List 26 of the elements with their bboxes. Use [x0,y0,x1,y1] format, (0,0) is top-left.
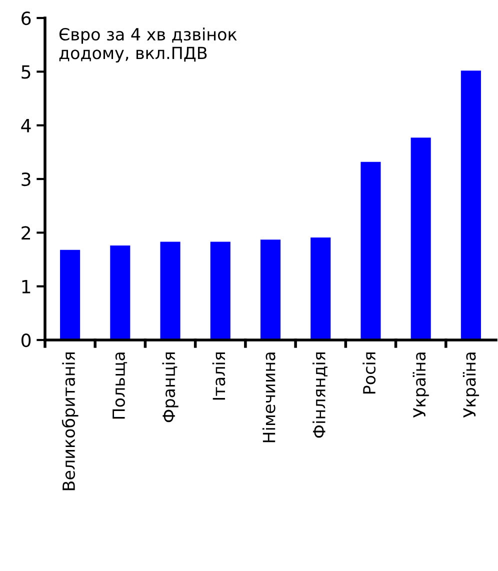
y-tick-label: 3 [22,172,30,186]
x-tick-label: Німечиина [262,352,276,442]
x-tick-label: Україна [412,352,429,418]
y-tick-label: 6 [22,11,31,26]
x-tick-label: Великобританія [62,352,78,490]
y-tick-label: 0 [22,333,31,348]
bar [460,70,481,340]
y-tick-label: 2 [22,226,30,240]
y-tick-label: 4 [21,119,31,132]
x-tick-label: Італія [212,352,226,400]
x-tick-label: Україна [462,352,480,418]
bar [310,237,331,340]
annotation: Євро за 4 хв дзвінок додому, вкл.ПДВ [59,28,237,62]
bar [210,242,230,340]
x-tick-label: Франція [162,352,178,422]
y-tick-label: 5 [22,65,30,79]
bar [260,240,281,340]
bar [410,138,431,340]
bar [160,242,180,340]
y-tick-label: 1 [22,280,30,294]
bar [60,250,80,340]
x-tick-label: Росія [362,352,376,394]
bar [110,246,130,340]
x-tick-label: Фінляндія [312,352,328,438]
x-tick-label: Польща [112,352,128,419]
bar [360,162,381,340]
